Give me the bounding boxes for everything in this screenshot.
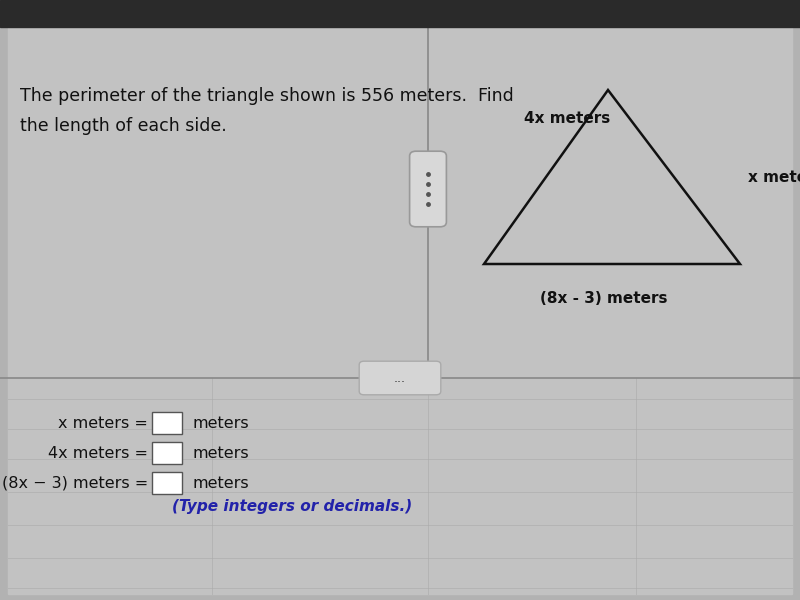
Bar [0,0,800,27]
Text: x meters =: x meters = [58,415,148,431]
Text: 4x meters: 4x meters [524,111,610,126]
FancyBboxPatch shape [410,151,446,227]
Text: meters: meters [192,415,249,431]
Text: 4x meters =: 4x meters = [48,445,148,461]
Text: (8x - 3) meters: (8x - 3) meters [540,291,668,306]
Bar [152,412,182,434]
Bar [152,472,182,494]
Text: (Type integers or decimals.): (Type integers or decimals.) [172,499,412,514]
FancyBboxPatch shape [359,361,441,395]
Text: (8x − 3) meters =: (8x − 3) meters = [2,475,148,491]
Text: The perimeter of the triangle shown is 556 meters.  Find: The perimeter of the triangle shown is 5… [20,87,514,105]
Bar [152,442,182,464]
Text: meters: meters [192,475,249,491]
Text: the length of each side.: the length of each side. [20,117,226,135]
Text: ...: ... [394,371,406,385]
Text: meters: meters [192,445,249,461]
Text: x meters: x meters [748,169,800,185]
